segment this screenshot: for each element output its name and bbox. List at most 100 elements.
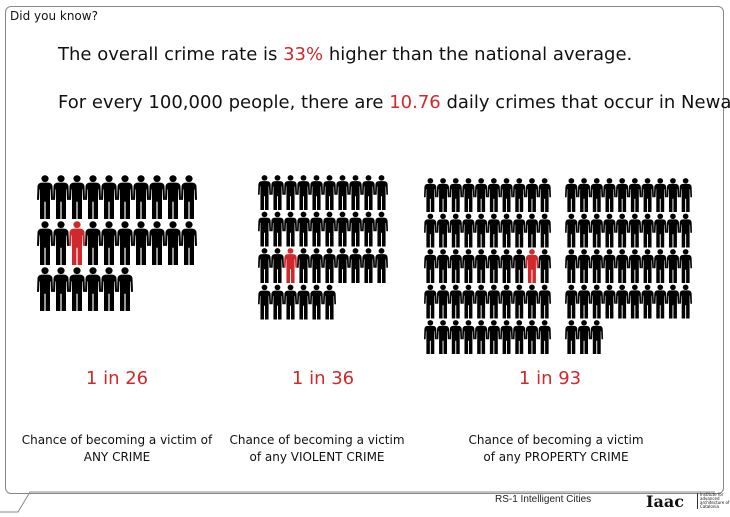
- person-icon: [641, 284, 654, 319]
- person-icon: [424, 213, 437, 248]
- person-icon: [500, 320, 513, 354]
- person-icon: [565, 178, 578, 212]
- person-icon: [474, 249, 488, 283]
- person-icon: [101, 221, 117, 265]
- people-grid-property-crime-b: [565, 178, 694, 362]
- person-icon: [462, 213, 475, 248]
- person-icon: [336, 211, 349, 247]
- person-icon: [590, 284, 604, 319]
- person-icon: [538, 249, 551, 283]
- person-icon-highlighted: [69, 221, 85, 265]
- person-icon: [577, 213, 591, 248]
- person-icon: [679, 284, 692, 319]
- person-icon: [679, 178, 692, 212]
- person-icon: [628, 249, 642, 283]
- person-icon: [590, 213, 604, 248]
- person-icon: [436, 249, 450, 283]
- person-icon: [628, 178, 642, 212]
- person-icon: [53, 267, 69, 311]
- person-icon: [500, 213, 513, 248]
- person-icon: [449, 249, 463, 283]
- person-icon: [424, 249, 437, 283]
- person-icon: [258, 248, 271, 283]
- person-icon: [53, 175, 69, 219]
- person-icon: [641, 213, 654, 248]
- person-icon: [603, 284, 616, 319]
- person-icon: [666, 213, 680, 248]
- person-icon: [336, 248, 349, 283]
- person-icon: [500, 249, 513, 283]
- person-icon: [628, 284, 642, 319]
- person-icon: [487, 213, 501, 248]
- person-icon: [271, 175, 284, 210]
- person-icon: [181, 175, 197, 219]
- person-icon: [512, 178, 526, 212]
- person-icon: [133, 221, 149, 265]
- person-icon: [284, 175, 297, 210]
- person-icon: [284, 284, 297, 320]
- person-icon: [349, 248, 362, 283]
- person-icon: [323, 175, 336, 210]
- person-icon: [538, 284, 551, 319]
- person-icon: [101, 175, 117, 219]
- person-icon: [653, 284, 667, 319]
- person-icon: [37, 221, 53, 265]
- person-icon: [512, 284, 526, 319]
- caption-property-crime: Chance of becoming a victim of any PROPER…: [468, 433, 644, 464]
- person-icon: [538, 178, 551, 212]
- person-icon: [500, 284, 513, 319]
- fact-highlight: 33%: [283, 44, 324, 65]
- person-icon: [487, 178, 501, 212]
- person-icon: [590, 320, 604, 354]
- person-icon: [323, 211, 336, 247]
- content-frame: [5, 6, 724, 494]
- person-icon: [462, 284, 475, 319]
- person-icon: [565, 249, 578, 283]
- person-icon: [37, 175, 53, 219]
- person-icon: [474, 284, 488, 319]
- person-icon: [449, 178, 463, 212]
- person-icon: [297, 284, 310, 320]
- person-icon-highlighted: [284, 248, 297, 283]
- person-icon: [375, 211, 388, 247]
- person-icon: [117, 175, 133, 219]
- person-icon: [500, 178, 513, 212]
- person-icon: [679, 213, 692, 248]
- footer-divider: [0, 491, 715, 513]
- person-icon: [85, 267, 101, 311]
- people-grid-any-crime: [37, 175, 199, 319]
- page-title: Did you know?: [10, 9, 98, 23]
- person-icon: [349, 211, 362, 247]
- person-icon: [603, 249, 616, 283]
- person-icon: [666, 249, 680, 283]
- person-icon: [424, 320, 437, 354]
- person-icon: [462, 178, 475, 212]
- person-icon: [149, 221, 165, 265]
- person-icon: [53, 221, 69, 265]
- people-grid-property-crime-a: [424, 178, 553, 362]
- person-icon: [349, 175, 362, 210]
- person-icon: [436, 178, 450, 212]
- person-icon: [653, 249, 667, 283]
- person-icon: [487, 249, 501, 283]
- person-icon: [487, 320, 501, 354]
- person-icon: [512, 249, 526, 283]
- person-icon: [449, 284, 463, 319]
- person-icon: [310, 175, 323, 210]
- person-icon: [653, 178, 667, 212]
- person-icon: [641, 178, 654, 212]
- caption-violent-crime: Chance of becoming a victim of any VIOLEN…: [229, 433, 405, 464]
- person-icon: [641, 249, 654, 283]
- person-icon: [577, 320, 591, 354]
- person-icon: [666, 178, 680, 212]
- person-icon: [362, 211, 375, 247]
- person-icon: [375, 175, 388, 210]
- person-icon: [525, 284, 539, 319]
- person-icon: [474, 178, 488, 212]
- fact-crime-rate: The overall crime rate is 33% higher tha…: [58, 44, 633, 65]
- person-icon: [165, 175, 181, 219]
- person-icon: [258, 284, 271, 320]
- person-icon: [449, 320, 463, 354]
- person-icon: [310, 248, 323, 283]
- person-icon: [487, 284, 501, 319]
